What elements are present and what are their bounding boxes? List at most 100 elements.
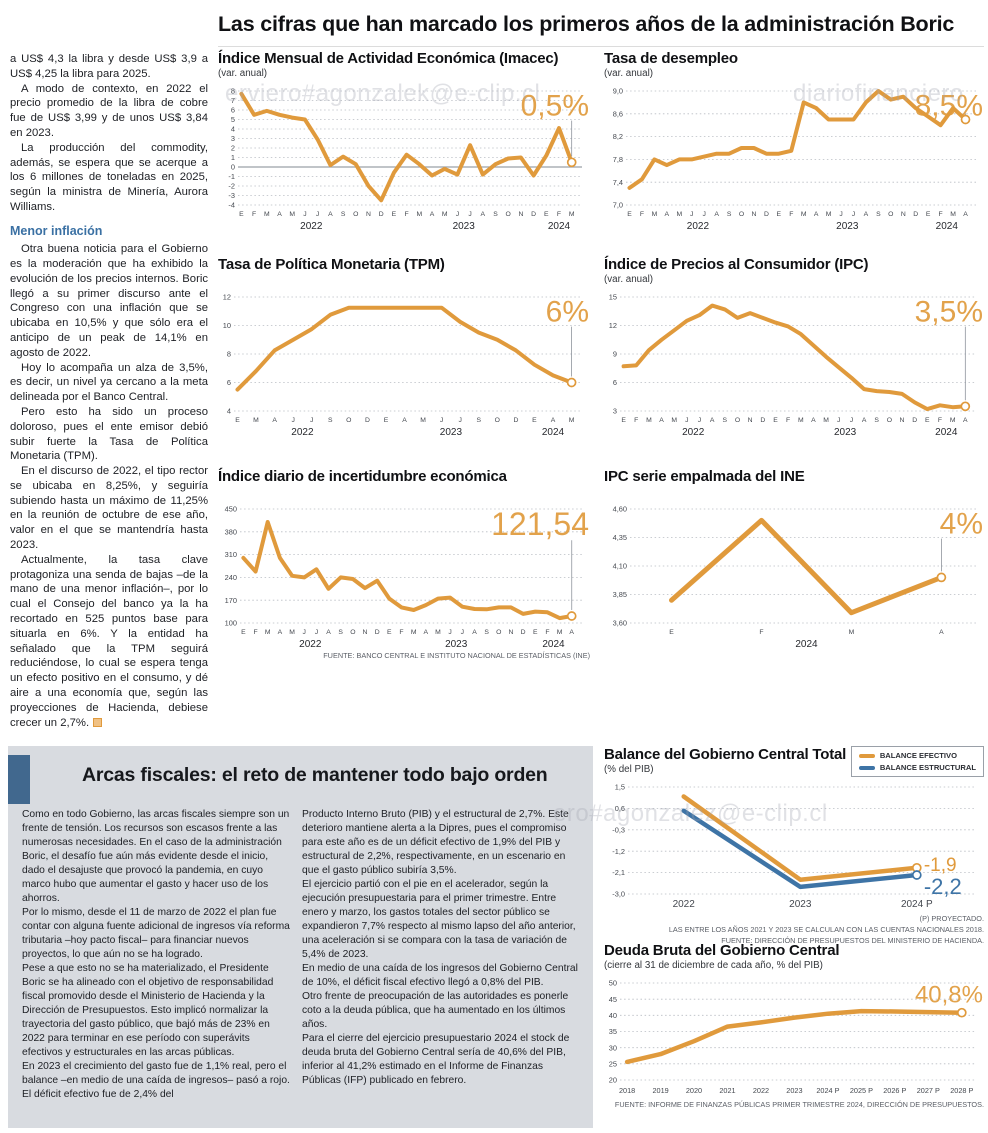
chart-text: F bbox=[634, 417, 638, 424]
chart-value-label: 3,5% bbox=[915, 296, 983, 329]
chart-text: 12 bbox=[223, 293, 231, 302]
chart-text: E bbox=[239, 211, 244, 218]
chart-title: Tasa de Política Monetaria (TPM) bbox=[218, 256, 445, 273]
chart-text: E bbox=[241, 629, 246, 636]
chart-text: 2018 bbox=[619, 1086, 635, 1095]
chart-text: J bbox=[316, 211, 319, 218]
main-headline: Las cifras que han marcado los primeros … bbox=[218, 12, 984, 47]
article-paragraph: a US$ 4,3 la libra y desde US$ 3,9 a US$… bbox=[10, 53, 208, 80]
chart-text: A bbox=[862, 417, 867, 424]
chart-text: 6 bbox=[227, 378, 231, 387]
chart-text: J bbox=[852, 211, 855, 218]
accent-bar bbox=[8, 755, 30, 804]
chart-text: 4 bbox=[231, 125, 235, 134]
chart-text: J bbox=[448, 629, 451, 636]
article-paragraph: Producto Interno Bruto (PIB) y el estruc… bbox=[302, 809, 569, 876]
chart-text: A bbox=[665, 211, 670, 218]
legend-label: BALANCE ESTRUCTURAL bbox=[879, 763, 976, 772]
article-paragraph: Hoy lo acompaña un alza de 3,5%, es deci… bbox=[10, 361, 208, 404]
chart-text: A bbox=[402, 417, 407, 424]
chart-text: J bbox=[690, 211, 693, 218]
chart-imacec: Índice Mensual de Actividad Económica (I… bbox=[218, 50, 590, 231]
chart-text: -1,9 bbox=[924, 855, 957, 876]
chart-text: 2024 P bbox=[816, 1086, 839, 1095]
endpoint-marker bbox=[566, 377, 577, 388]
chart-text: 2022 bbox=[753, 1086, 769, 1095]
article-paragraph: Como en todo Gobierno, las arcas fiscale… bbox=[22, 809, 290, 904]
chart-text: 45 bbox=[609, 995, 617, 1004]
chart-text: F bbox=[786, 417, 790, 424]
chart-text: A bbox=[472, 629, 477, 636]
chart-text: E bbox=[387, 629, 392, 636]
chart-text: M bbox=[442, 211, 448, 218]
chart-empalmada: IPC serie empalmada del INE 4,60 4,35 4,10 3… bbox=[604, 468, 984, 649]
chart-text: F bbox=[254, 629, 258, 636]
chart-text: 2023 bbox=[789, 899, 812, 910]
chart-subtitle: (var. anual) bbox=[218, 68, 268, 79]
footnote-line: LAS ENTRE LOS AÑOS 2021 Y 2023 SE CALCUL… bbox=[668, 924, 984, 934]
chart-text: S bbox=[874, 417, 879, 424]
series-line bbox=[624, 1008, 965, 1065]
chart-text: -1,2 bbox=[612, 847, 625, 856]
chart-text: A bbox=[714, 211, 719, 218]
chart-text: E bbox=[669, 629, 674, 636]
chart-text: F bbox=[252, 211, 256, 218]
chart-text: 7,8 bbox=[613, 155, 623, 164]
chart-subtitle bbox=[218, 486, 590, 499]
chart-text: M bbox=[569, 211, 575, 218]
chart-text: J bbox=[302, 629, 305, 636]
chart-text: 2024 bbox=[548, 221, 571, 231]
chart-text: -3 bbox=[228, 191, 235, 200]
chart-text: M bbox=[798, 417, 804, 424]
chart-text: F bbox=[545, 629, 549, 636]
chart-text: 4,60 bbox=[613, 505, 627, 514]
chart-text: M bbox=[849, 629, 855, 636]
chart-text: 8 bbox=[227, 350, 231, 359]
chart-text: J bbox=[685, 417, 688, 424]
chart-subtitle: (var. anual) bbox=[604, 274, 654, 285]
chart-text: 12 bbox=[609, 321, 617, 330]
chart-text: A bbox=[939, 629, 944, 636]
chart-text: 2024 bbox=[935, 427, 958, 437]
chart-text: E bbox=[926, 211, 931, 218]
chart-text: J bbox=[850, 417, 853, 424]
chart-text: 8 bbox=[231, 87, 235, 96]
chart-text: O bbox=[735, 417, 740, 424]
chart-text: 50 bbox=[609, 979, 617, 988]
chart-text: E bbox=[627, 211, 632, 218]
chart-text: 2023 bbox=[440, 427, 463, 437]
chart-text: F bbox=[557, 211, 561, 218]
chart-text: O bbox=[496, 629, 501, 636]
chart-footnotes: (P) PROYECTADO. LAS ENTRE LOS AÑOS 2021 Y… bbox=[604, 914, 984, 947]
chart-text: J bbox=[461, 629, 464, 636]
chart-text: O bbox=[739, 211, 744, 218]
endpoint-marker bbox=[960, 401, 971, 412]
chart-text: M bbox=[569, 417, 575, 424]
article-paragraph: En el discurso de 2022, el tipo rector s… bbox=[10, 465, 208, 552]
chart-subtitle bbox=[604, 486, 984, 499]
chart-text: 7,4 bbox=[613, 178, 623, 187]
chart-text: S bbox=[341, 211, 346, 218]
chart-title: Tasa de desempleo bbox=[604, 50, 738, 67]
chart-text: 25 bbox=[609, 1059, 617, 1068]
chart-text: N bbox=[901, 211, 906, 218]
chart-text: F bbox=[405, 211, 409, 218]
chart-text: M bbox=[411, 629, 417, 636]
chart-text: S bbox=[876, 211, 881, 218]
chart-text: A bbox=[328, 211, 333, 218]
chart-text: 2023 bbox=[445, 639, 468, 649]
chart-text: 6 bbox=[231, 106, 235, 115]
series-line bbox=[621, 303, 968, 412]
chart-text: A bbox=[481, 211, 486, 218]
article-paragraph: Actualmente, la tasa clave protagoniza u… bbox=[10, 553, 208, 729]
chart-text: D bbox=[375, 629, 380, 636]
chart-text: E bbox=[235, 417, 240, 424]
chart-text: D bbox=[531, 211, 536, 218]
endpoint-marker bbox=[960, 114, 971, 125]
chart-text: 2021 bbox=[719, 1086, 735, 1095]
chart-balance: Balance del Gobierno Central Total (% del… bbox=[604, 746, 984, 947]
chart-text: F bbox=[399, 629, 403, 636]
chart-text: E bbox=[544, 211, 549, 218]
chart-text: 7 bbox=[231, 96, 235, 105]
